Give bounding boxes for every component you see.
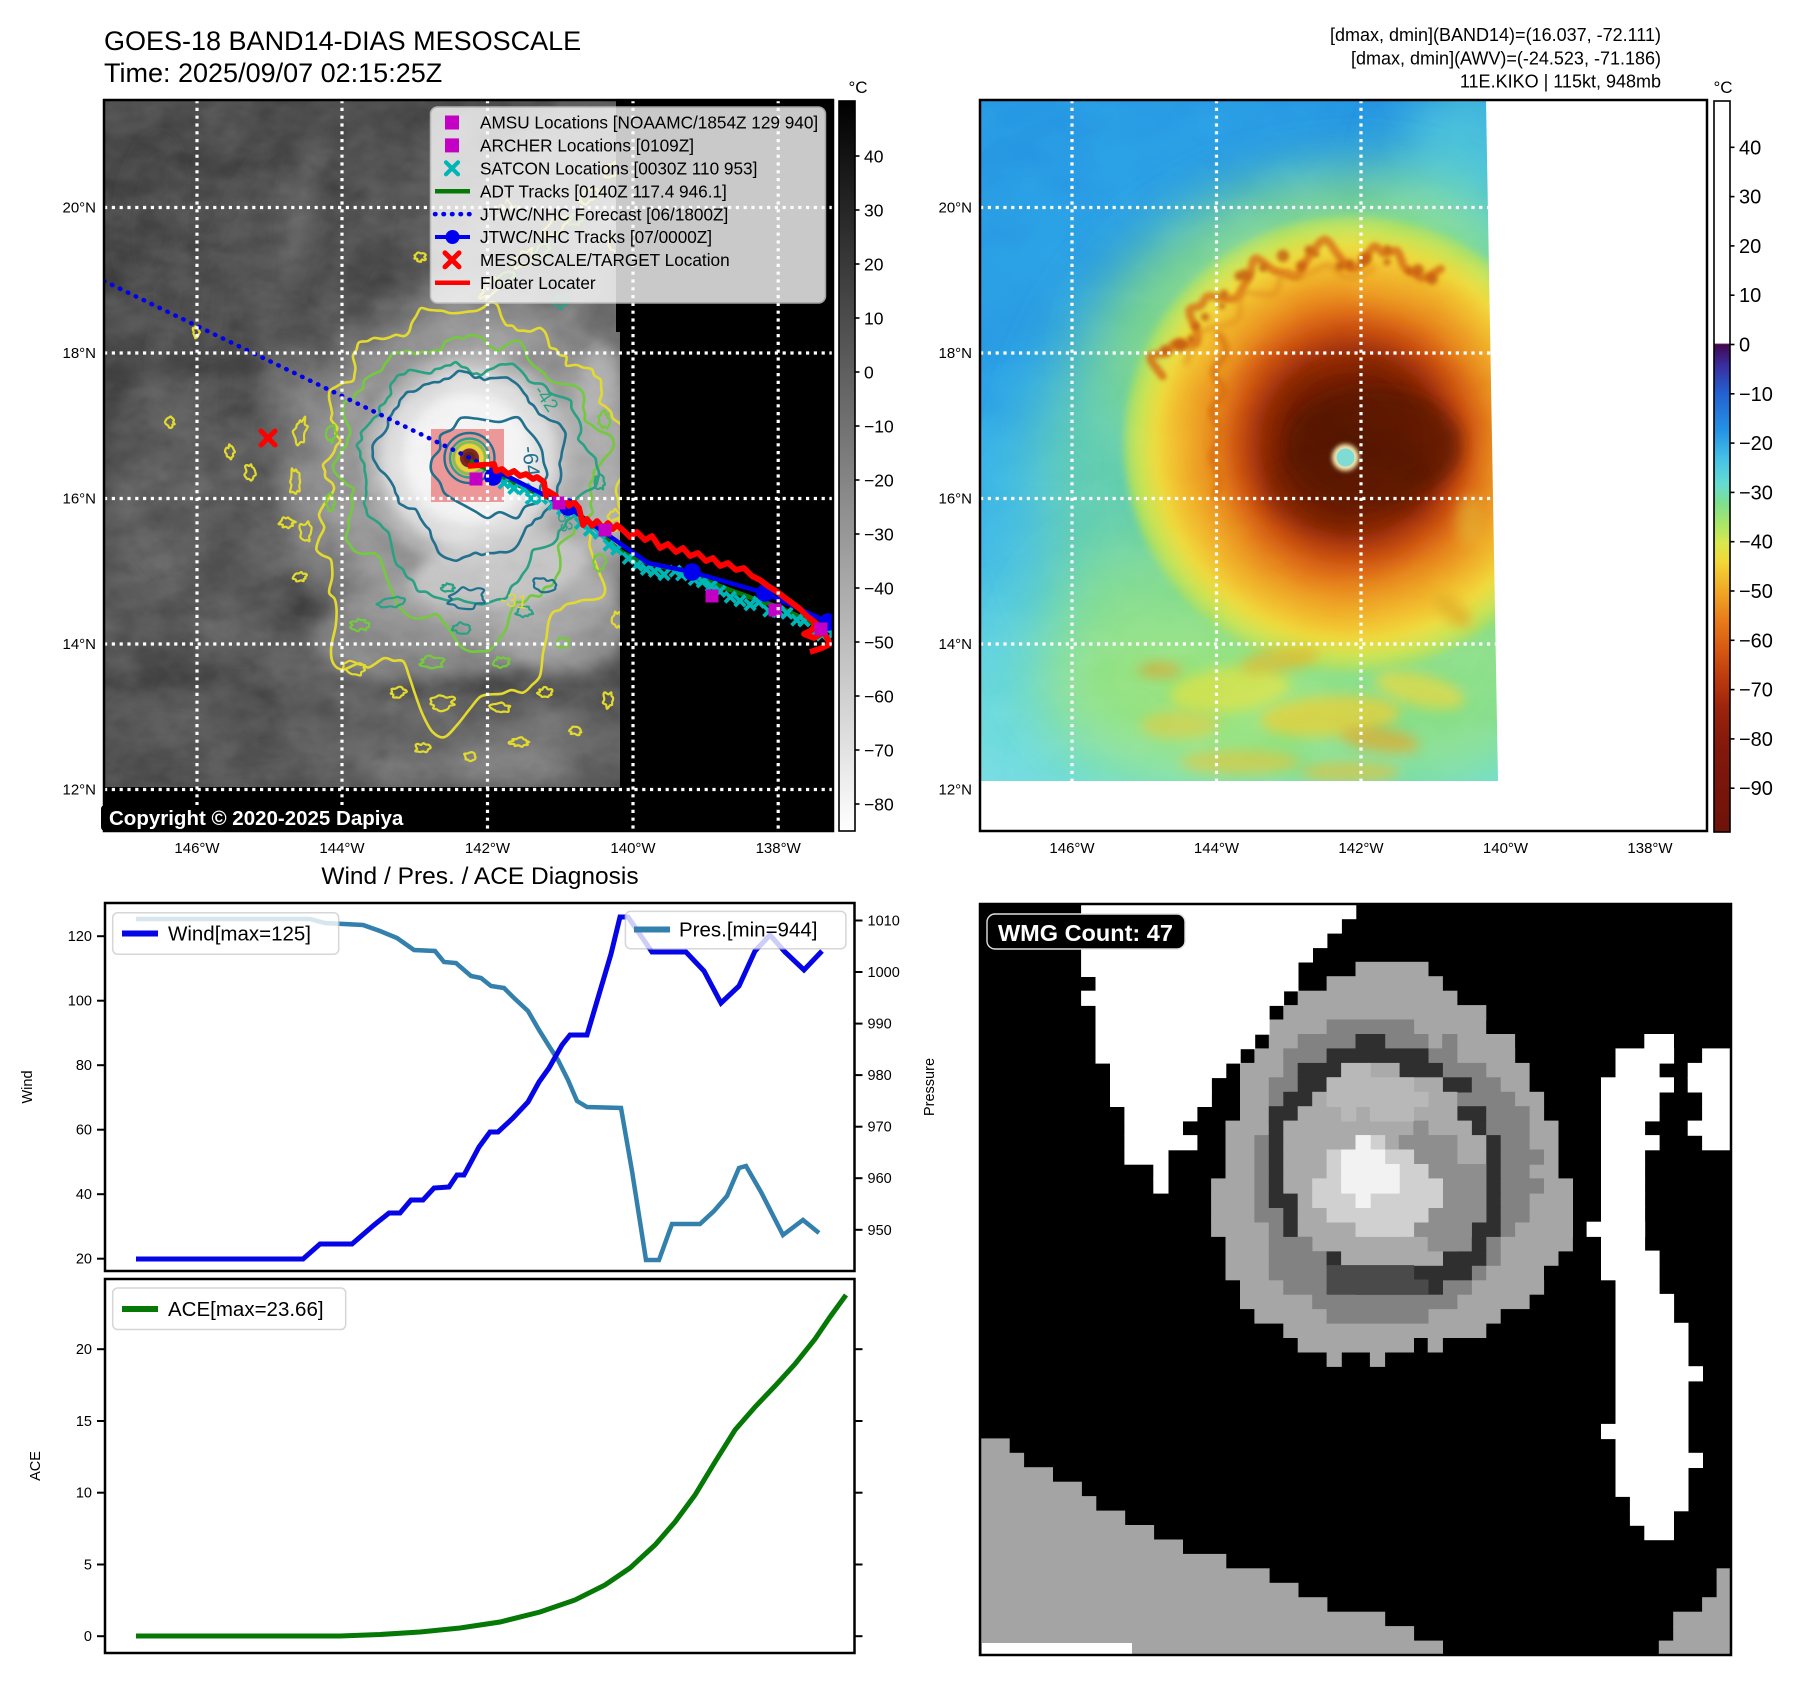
svg-text:142°W: 142°W	[465, 840, 511, 857]
svg-text:10: 10	[1739, 285, 1761, 307]
svg-text:980: 980	[868, 1068, 892, 1084]
svg-text:−30: −30	[864, 525, 894, 545]
svg-text:140°W: 140°W	[610, 840, 656, 857]
svg-text:144°W: 144°W	[1194, 840, 1240, 857]
svg-text:−30: −30	[1739, 482, 1773, 504]
svg-text:0: 0	[1739, 335, 1750, 357]
svg-text:−40: −40	[864, 579, 894, 599]
svg-text:40: 40	[76, 1187, 92, 1203]
svg-text:12°N: 12°N	[938, 782, 972, 799]
svg-text:18°N: 18°N	[62, 345, 96, 362]
svg-text:−50: −50	[1739, 581, 1773, 603]
svg-text:20°N: 20°N	[938, 200, 972, 217]
svg-text:°C: °C	[848, 78, 867, 97]
svg-text:60: 60	[76, 1123, 92, 1139]
svg-text:20: 20	[1739, 236, 1761, 258]
svg-text:5: 5	[84, 1558, 92, 1574]
svg-text:−10: −10	[1739, 384, 1773, 406]
svg-text:16°N: 16°N	[938, 491, 972, 508]
svg-text:40: 40	[864, 147, 884, 167]
svg-text:[dmax, dmin](AWV)=(-24.523, -7: [dmax, dmin](AWV)=(-24.523, -71.186)	[1351, 49, 1661, 69]
svg-text:20: 20	[76, 1252, 92, 1268]
svg-text:Pres.[min=944]: Pres.[min=944]	[679, 919, 817, 942]
svg-text:WMG Count: 47: WMG Count: 47	[998, 920, 1173, 946]
svg-text:[dmax, dmin](BAND14)=(16.037,: [dmax, dmin](BAND14)=(16.037, -72.111)	[1330, 25, 1661, 45]
svg-text:Pressure: Pressure	[922, 1058, 938, 1116]
svg-text:Wind: Wind	[20, 1070, 36, 1103]
svg-text:0: 0	[864, 363, 874, 383]
svg-text:138°W: 138°W	[756, 840, 802, 857]
svg-text:Wind / Pres. / ACE Diagnosis: Wind / Pres. / ACE Diagnosis	[321, 863, 638, 890]
svg-text:120: 120	[68, 929, 92, 945]
svg-text:SATCON Locations [0030Z 110 95: SATCON Locations [0030Z 110 953]	[480, 159, 757, 179]
svg-text:−60: −60	[1739, 630, 1773, 652]
svg-text:ACE: ACE	[28, 1451, 44, 1481]
svg-text:40: 40	[1739, 137, 1761, 159]
svg-text:Copyright © 2020-2025 Dapiya: Copyright © 2020-2025 Dapiya	[109, 807, 404, 830]
svg-text:−70: −70	[1739, 680, 1773, 702]
svg-text:−90: −90	[1739, 778, 1773, 800]
svg-text:Time: 2025/09/07 02:15:25Z: Time: 2025/09/07 02:15:25Z	[104, 58, 442, 88]
svg-text:20: 20	[864, 255, 884, 275]
svg-text:146°W: 146°W	[174, 840, 220, 857]
svg-text:142°W: 142°W	[1338, 840, 1384, 857]
svg-text:146°W: 146°W	[1049, 840, 1095, 857]
svg-text:12°N: 12°N	[62, 782, 96, 799]
svg-text:°C: °C	[1713, 78, 1732, 97]
svg-text:30: 30	[1739, 187, 1761, 209]
svg-text:1000: 1000	[868, 965, 900, 981]
svg-text:−20: −20	[864, 471, 894, 491]
svg-text:100: 100	[68, 994, 92, 1010]
svg-text:−80: −80	[864, 795, 894, 815]
svg-text:−70: −70	[864, 741, 894, 761]
svg-text:14°N: 14°N	[938, 636, 972, 653]
svg-text:14°N: 14°N	[62, 636, 96, 653]
svg-text:1010: 1010	[868, 914, 900, 930]
svg-text:990: 990	[868, 1017, 892, 1033]
svg-text:JTWC/NHC Forecast [06/1800Z]: JTWC/NHC Forecast [06/1800Z]	[480, 204, 728, 224]
svg-text:-31: -31	[499, 589, 529, 614]
svg-text:−50: −50	[864, 633, 894, 653]
svg-text:30: 30	[864, 201, 884, 221]
svg-text:GOES-18 BAND14-DIAS MESOSCALE: GOES-18 BAND14-DIAS MESOSCALE	[104, 26, 581, 56]
svg-text:20: 20	[76, 1342, 92, 1358]
svg-text:−60: −60	[864, 687, 894, 707]
svg-text:MESOSCALE/TARGET Location: MESOSCALE/TARGET Location	[480, 250, 730, 270]
svg-text:ARCHER Locations [0109Z]: ARCHER Locations [0109Z]	[480, 136, 694, 156]
svg-text:140°W: 140°W	[1483, 840, 1529, 857]
svg-text:960: 960	[868, 1171, 892, 1187]
svg-text:10: 10	[76, 1486, 92, 1502]
svg-text:15: 15	[76, 1414, 92, 1430]
svg-text:JTWC/NHC Tracks [07/0000Z]: JTWC/NHC Tracks [07/0000Z]	[480, 227, 712, 247]
svg-text:10: 10	[864, 309, 884, 329]
svg-text:AMSU Locations [NOAAMC/1854Z 1: AMSU Locations [NOAAMC/1854Z 129 940]	[480, 113, 818, 133]
svg-text:−10: −10	[864, 417, 894, 437]
svg-text:970: 970	[868, 1120, 892, 1136]
svg-text:−40: −40	[1739, 532, 1773, 554]
svg-text:−20: −20	[1739, 433, 1773, 455]
svg-text:16°N: 16°N	[62, 491, 96, 508]
svg-text:20°N: 20°N	[62, 200, 96, 217]
svg-text:ACE[max=23.66]: ACE[max=23.66]	[168, 1298, 324, 1321]
svg-text:950: 950	[868, 1223, 892, 1239]
svg-text:Floater Locater: Floater Locater	[480, 273, 596, 293]
svg-text:144°W: 144°W	[319, 840, 365, 857]
svg-text:0: 0	[84, 1629, 92, 1645]
svg-text:−80: −80	[1739, 729, 1773, 751]
svg-text:80: 80	[76, 1058, 92, 1074]
svg-text:ADT Tracks [0140Z 117.4 946.1]: ADT Tracks [0140Z 117.4 946.1]	[480, 181, 727, 201]
svg-text:138°W: 138°W	[1627, 840, 1673, 857]
svg-text:18°N: 18°N	[938, 345, 972, 362]
svg-text:Wind[max=125]: Wind[max=125]	[168, 923, 311, 946]
svg-text:11E.KIKO | 115kt, 948mb: 11E.KIKO | 115kt, 948mb	[1460, 72, 1661, 92]
